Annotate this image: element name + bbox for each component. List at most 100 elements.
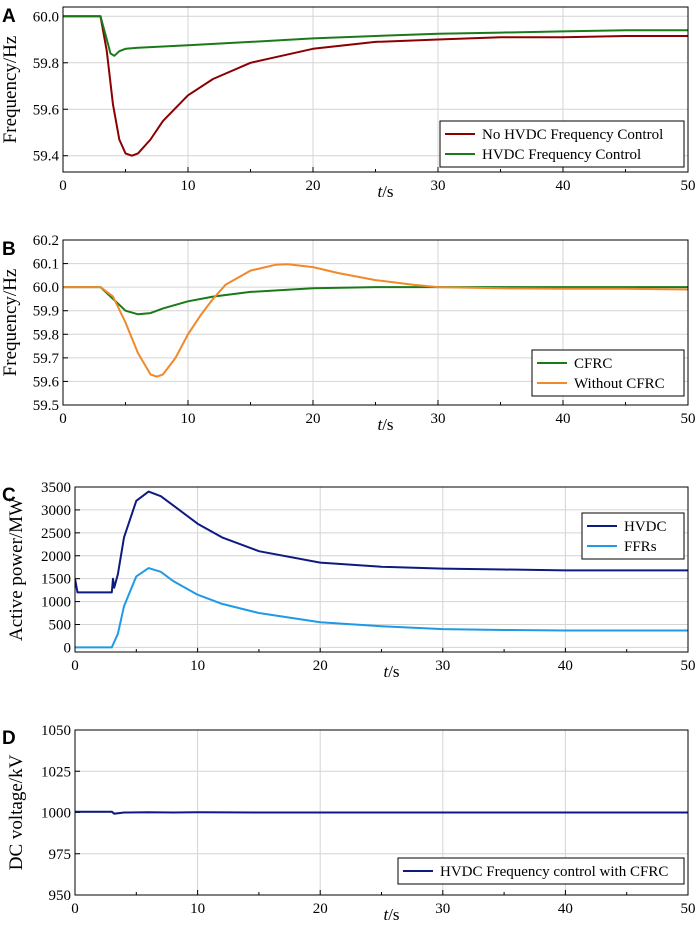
x-axis-label-var: t — [383, 662, 389, 681]
legend-label: Without CFRC — [574, 376, 665, 392]
x-axis-label-var: t — [377, 415, 383, 434]
x-tick-label: 0 — [71, 901, 79, 917]
y-tick-label: 60.1 — [33, 257, 59, 273]
x-tick-label: 20 — [313, 901, 328, 917]
x-tick-label: 0 — [59, 411, 67, 427]
x-tick-label: 50 — [681, 658, 696, 674]
y-tick-label: 60.0 — [33, 9, 59, 25]
x-tick-label: 50 — [681, 178, 696, 194]
plot-frame — [62, 239, 689, 406]
series-line-1 — [63, 15, 688, 157]
x-tick-label: 10 — [190, 658, 205, 674]
series-line-1 — [75, 810, 688, 815]
y-tick-label: 59.4 — [33, 149, 60, 165]
x-tick-label: 30 — [431, 411, 446, 427]
plot-frame — [74, 729, 689, 896]
y-tick-label: 975 — [49, 847, 72, 863]
legend: HVDC Frequency control with CFRC — [397, 857, 685, 885]
y-tick-label: 1050 — [41, 723, 71, 739]
y-tick-label: 59.6 — [33, 374, 60, 390]
x-tick-label: 20 — [306, 411, 321, 427]
legend-label: HVDC — [624, 519, 667, 535]
y-tick-label: 2000 — [41, 549, 71, 565]
x-axis-label: t/s — [383, 905, 399, 924]
y-axis-label: Frequency/Hz — [0, 269, 21, 377]
x-tick-label: 10 — [181, 411, 196, 427]
x-tick-label: 40 — [558, 901, 573, 917]
y-tick-label: 3500 — [41, 480, 71, 496]
chart-panel-d: D 0 10 20 30 40 50 950 975 1000 1025 1050 DC voltage… — [2, 723, 696, 924]
panel-letter: B — [2, 239, 16, 260]
x-axis-label-unit: /s — [388, 905, 399, 924]
legend-box — [581, 512, 685, 560]
chart-panel-a: A 0 10 20 30 40 50 59.4 59.6 59.8 60.0 Frequency/Hz… — [0, 6, 696, 201]
chart-panel-c: C0 10 20 30 40 500500100015002000250030003500… — [2, 480, 696, 681]
series-line-2 — [75, 567, 688, 649]
x-tick-label: 40 — [556, 411, 571, 427]
x-axis-label: t/s — [383, 662, 399, 681]
y-tick-label: 60.2 — [33, 233, 59, 249]
y-tick-label: 1500 — [41, 572, 71, 588]
x-tick-label: 50 — [681, 901, 696, 917]
x-tick-label: 20 — [313, 658, 328, 674]
legend-label: HVDC Frequency control with CFRC — [440, 864, 668, 880]
legend-box — [531, 349, 685, 397]
x-axis-label-var: t — [377, 182, 383, 201]
x-axis-label-unit: /s — [382, 415, 393, 434]
x-tick-label: 10 — [190, 901, 205, 917]
series-line-2 — [63, 15, 688, 57]
x-axis-label-var: t — [383, 905, 389, 924]
panel-letter: A — [2, 6, 16, 27]
y-tick-label: 59.8 — [33, 56, 59, 72]
x-axis-label: t/s — [377, 182, 393, 201]
panel-letter: D — [2, 728, 16, 749]
legend-box — [397, 857, 685, 885]
x-axis-label-unit: /s — [382, 182, 393, 201]
x-tick-label: 0 — [59, 178, 67, 194]
y-tick-label: 59.9 — [33, 304, 59, 320]
y-tick-label: 59.5 — [33, 398, 59, 414]
y-tick-label: 3000 — [41, 503, 71, 519]
legend: HVDC FFRs — [581, 512, 685, 560]
y-tick-label: 950 — [49, 888, 72, 904]
x-tick-label: 30 — [431, 178, 446, 194]
chart-panel-b: B 0 10 20 30 40 50 59.5 59.6 59.7 59.8 59.9 60.0 60.1… — [0, 233, 696, 434]
y-tick-label: 500 — [49, 618, 72, 634]
x-tick-label: 40 — [556, 178, 571, 194]
plot-frame — [74, 486, 689, 653]
legend-label: FFRs — [624, 539, 657, 555]
x-tick-label: 10 — [181, 178, 196, 194]
y-tick-label: 60.0 — [33, 280, 59, 296]
x-tick-label: 40 — [558, 658, 573, 674]
x-tick-label: 30 — [435, 658, 450, 674]
y-tick-label: 59.6 — [33, 102, 60, 118]
panel-letter: C — [2, 485, 16, 506]
plot-frame — [62, 6, 689, 173]
x-axis-label-unit: /s — [388, 662, 399, 681]
legend-box — [439, 120, 685, 168]
legend-label: HVDC Frequency Control — [482, 147, 641, 163]
legend-label: CFRC — [574, 356, 612, 372]
x-tick-label: 30 — [435, 901, 450, 917]
y-tick-label: 1000 — [41, 806, 71, 822]
y-axis-label: Active power/MW — [6, 498, 27, 641]
series-line-1 — [75, 490, 688, 594]
x-tick-label: 0 — [71, 658, 79, 674]
x-tick-label: 50 — [681, 411, 696, 427]
y-tick-label: 0 — [64, 640, 72, 656]
x-axis-label: t/s — [377, 415, 393, 434]
y-tick-label: 2500 — [41, 526, 71, 542]
series-line-1 — [63, 286, 688, 316]
y-axis-label: DC voltage/kV — [6, 754, 27, 870]
y-axis-label: Frequency/Hz — [0, 36, 21, 144]
legend: No HVDC Frequency Control HVDC Frequency … — [439, 120, 685, 168]
y-tick-label: 1025 — [41, 764, 71, 780]
y-tick-label: 59.7 — [33, 351, 60, 367]
y-tick-label: 1000 — [41, 595, 71, 611]
y-tick-label: 59.8 — [33, 327, 59, 343]
legend-label: No HVDC Frequency Control — [482, 127, 663, 143]
series-line-2 — [63, 263, 688, 378]
legend: CFRC Without CFRC — [531, 349, 685, 397]
x-tick-label: 20 — [306, 178, 321, 194]
